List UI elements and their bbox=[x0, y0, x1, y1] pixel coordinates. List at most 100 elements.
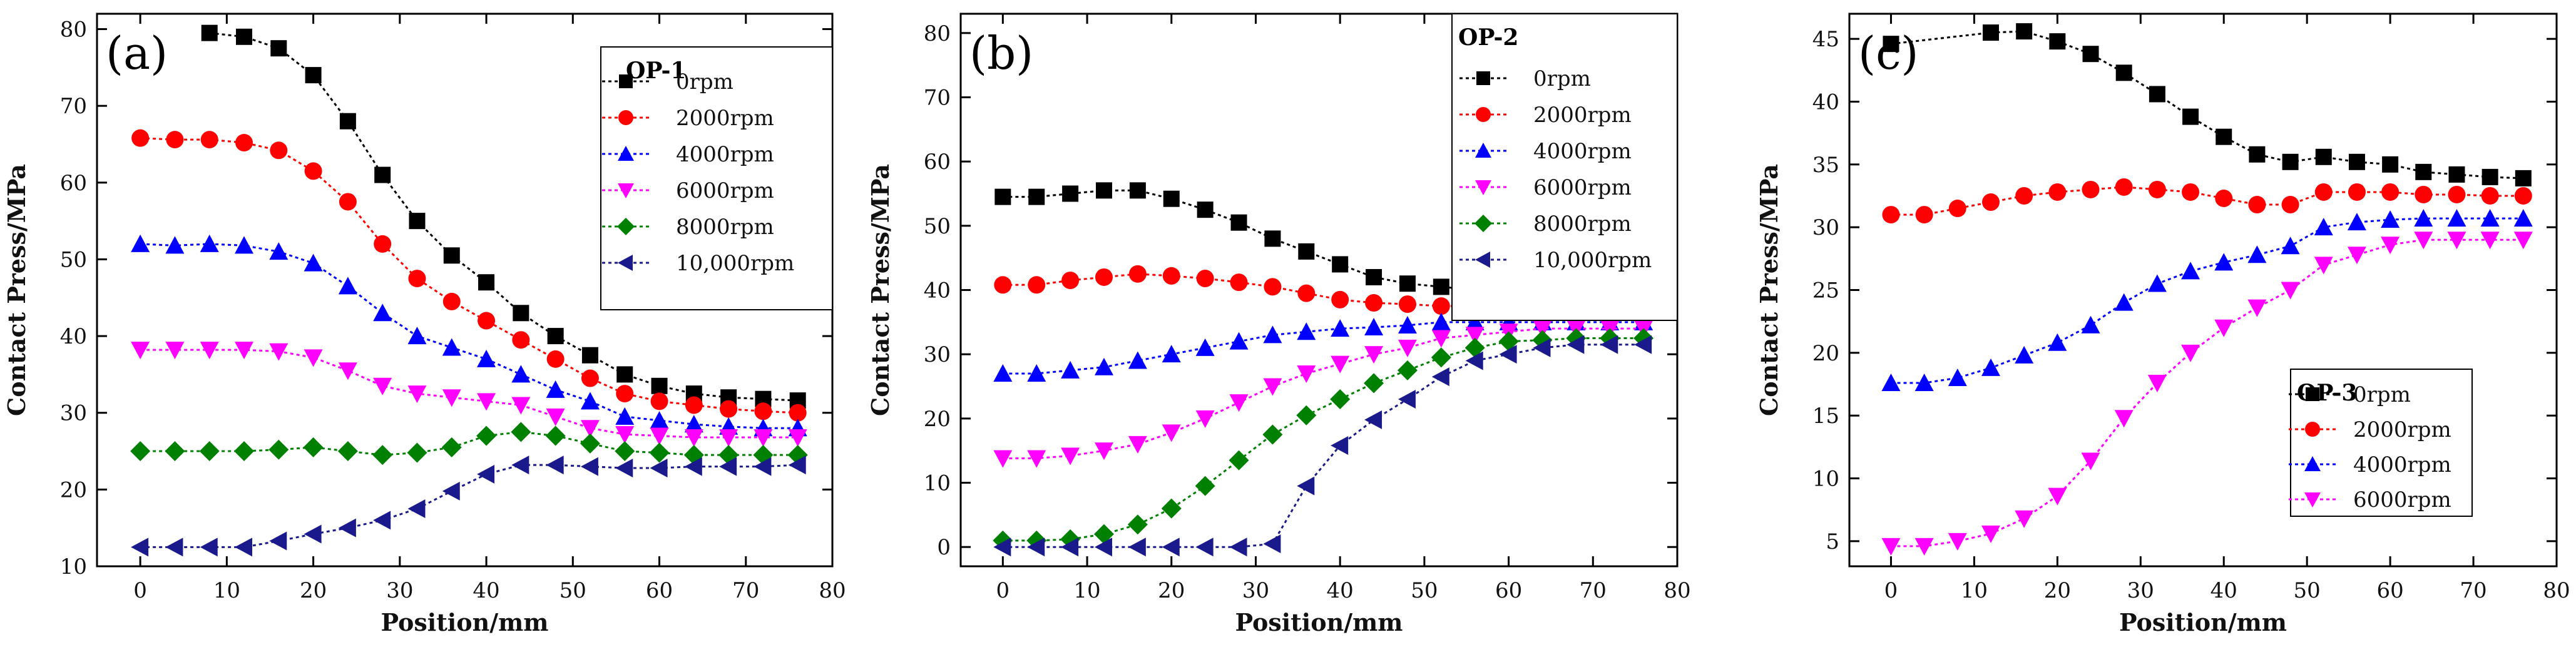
data-point bbox=[719, 457, 737, 476]
data-point bbox=[2216, 128, 2232, 145]
data-point bbox=[1195, 537, 1214, 557]
data-point bbox=[304, 349, 323, 367]
y-tick-label: 15 bbox=[1812, 404, 1839, 429]
data-point bbox=[754, 429, 773, 447]
legend-marker bbox=[619, 74, 633, 88]
legend-marker bbox=[2306, 387, 2319, 401]
data-point bbox=[1364, 410, 1383, 429]
y-tick-label: 70 bbox=[924, 85, 951, 110]
series-3 bbox=[993, 312, 1653, 382]
legend-box bbox=[600, 46, 833, 310]
y-tick-label: 20 bbox=[60, 477, 87, 502]
x-tick-label: 80 bbox=[2543, 578, 2570, 603]
data-point bbox=[2249, 146, 2266, 163]
legend-box bbox=[1451, 13, 1678, 321]
data-point bbox=[754, 402, 772, 420]
data-point bbox=[407, 385, 427, 404]
legend-label: 8000rpm bbox=[676, 215, 774, 240]
data-point bbox=[2081, 452, 2100, 471]
data-point bbox=[1397, 360, 1418, 380]
data-point bbox=[2480, 209, 2500, 227]
data-point bbox=[1948, 200, 1966, 218]
legend-marker bbox=[1475, 215, 1492, 232]
y-tick-label: 60 bbox=[60, 171, 87, 196]
data-point bbox=[513, 305, 529, 322]
data-point bbox=[2149, 86, 2165, 103]
series-line bbox=[140, 137, 798, 414]
data-point bbox=[372, 445, 393, 466]
series-line bbox=[1003, 327, 1644, 460]
y-tick-label: 35 bbox=[1812, 153, 1839, 178]
data-point bbox=[1161, 498, 1182, 519]
legend-label: 2000rpm bbox=[2353, 417, 2451, 442]
data-point bbox=[131, 129, 150, 147]
data-point bbox=[201, 24, 218, 41]
data-point bbox=[1229, 537, 1247, 557]
legend-marker bbox=[1475, 252, 1490, 268]
data-point bbox=[1366, 268, 1383, 285]
x-tick-label: 40 bbox=[2211, 578, 2237, 603]
data-point bbox=[1431, 330, 1451, 348]
legend-marker bbox=[618, 255, 633, 271]
data-point bbox=[1433, 278, 1449, 295]
data-point bbox=[2447, 232, 2466, 250]
legend-marker bbox=[2304, 456, 2321, 471]
data-point bbox=[1365, 294, 1383, 312]
data-point bbox=[2181, 344, 2200, 362]
y-tick-label: 10 bbox=[60, 554, 87, 579]
data-point bbox=[1230, 214, 1247, 231]
legend-marker bbox=[618, 110, 633, 125]
legend-label: 6000rpm bbox=[2353, 487, 2451, 512]
data-point bbox=[200, 234, 219, 252]
data-point bbox=[994, 188, 1011, 205]
data-point bbox=[1196, 270, 1214, 288]
data-point bbox=[338, 277, 357, 295]
data-point bbox=[2314, 183, 2333, 201]
y-tick-label: 0 bbox=[937, 535, 951, 560]
data-point bbox=[2448, 166, 2465, 183]
data-point bbox=[1600, 335, 1618, 354]
data-point bbox=[650, 392, 668, 410]
data-point bbox=[1028, 188, 1045, 205]
data-point bbox=[1364, 373, 1384, 394]
y-tick-label: 20 bbox=[1812, 341, 1839, 366]
chart-panel-1: 0 10 20 30 40 50 60 70 80 10 20 30 40 50 60 70 80 Positio… bbox=[3, 13, 846, 636]
data-point bbox=[2382, 156, 2399, 173]
data-point bbox=[1364, 346, 1384, 364]
data-point bbox=[2148, 180, 2166, 198]
x-tick-label: 20 bbox=[300, 578, 327, 603]
data-point bbox=[1061, 537, 1079, 557]
data-point bbox=[511, 397, 531, 415]
data-point bbox=[235, 236, 253, 254]
data-point bbox=[269, 531, 287, 551]
data-point bbox=[2247, 245, 2267, 263]
data-point bbox=[1028, 276, 1046, 294]
data-point bbox=[200, 342, 219, 360]
series-5 bbox=[993, 328, 1654, 551]
y-tick-label: 10 bbox=[1812, 467, 1839, 492]
y-tick-label: 40 bbox=[60, 324, 87, 349]
data-point bbox=[442, 481, 460, 501]
data-point bbox=[2181, 262, 2200, 280]
data-point bbox=[581, 347, 598, 364]
data-point bbox=[1297, 365, 1316, 383]
data-point bbox=[304, 524, 322, 544]
data-point bbox=[1262, 424, 1283, 445]
data-point bbox=[2515, 170, 2532, 186]
data-point bbox=[1094, 524, 1114, 544]
data-point bbox=[1296, 405, 1317, 425]
data-point bbox=[270, 141, 288, 160]
data-point bbox=[2115, 178, 2133, 196]
data-point bbox=[2015, 186, 2033, 205]
series-line bbox=[1891, 217, 2523, 384]
x-tick-label: 0 bbox=[996, 578, 1010, 603]
data-point bbox=[1229, 332, 1249, 350]
data-point bbox=[580, 392, 600, 410]
y-tick-label: 25 bbox=[1812, 278, 1839, 303]
data-point bbox=[442, 292, 461, 310]
series-line bbox=[1003, 321, 1644, 375]
y-tick-label: 70 bbox=[60, 94, 87, 119]
data-point bbox=[1982, 193, 2000, 211]
data-point bbox=[1431, 347, 1451, 368]
data-point bbox=[373, 377, 392, 395]
